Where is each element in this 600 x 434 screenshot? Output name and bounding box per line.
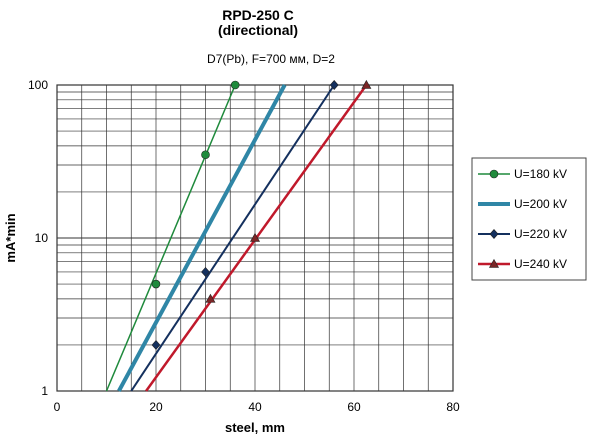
series-3: [130, 80, 339, 392]
series-line: [117, 84, 287, 392]
data-point: [151, 279, 161, 289]
x-tick-label: 40: [248, 400, 262, 414]
grid: [57, 85, 453, 391]
data-point: [205, 293, 216, 303]
series-line: [130, 84, 336, 392]
y-axis-label: mA*min: [3, 213, 18, 262]
legend-entry-4: U=240 kV: [478, 257, 567, 271]
x-tick-label: 0: [54, 400, 61, 414]
legend-entry-1: U=180 kV: [478, 167, 567, 181]
legend-label: U=200 kV: [514, 197, 567, 211]
legend-entry-2: U=200 kV: [478, 197, 567, 211]
legend-box: [471, 157, 587, 281]
series-4: [145, 79, 372, 392]
y-tick-label: 100: [28, 78, 48, 92]
series-layer: [105, 79, 372, 392]
chart-subtitle: D7(Pb), F=700 мм, D=2: [207, 52, 335, 66]
data-point: [249, 232, 261, 242]
series-line: [105, 84, 236, 392]
x-tick-label: 60: [347, 400, 361, 414]
legend-label: U=180 kV: [514, 167, 567, 181]
x-tick-label: 80: [446, 400, 460, 414]
chart-title: RPD-250 C: [222, 7, 294, 23]
legend-marker: [488, 258, 500, 268]
y-tick-label: 1: [41, 384, 48, 398]
legend-entry-3: U=220 kV: [478, 227, 567, 241]
series-1: [105, 80, 240, 392]
legend-marker: [489, 229, 499, 239]
legend-marker: [489, 169, 499, 179]
data-point: [151, 339, 161, 350]
x-axis-label: steel, mm: [225, 420, 285, 434]
x-tick-label: 20: [149, 400, 163, 414]
x-tick-labels: 0 20 40 60 80: [54, 400, 460, 414]
chart-title-line2: (directional): [218, 22, 298, 38]
data-point: [201, 150, 210, 160]
data-point: [361, 79, 372, 89]
data-point: [201, 266, 210, 277]
y-tick-labels: 1 10 100: [28, 78, 48, 398]
data-point: [329, 80, 339, 90]
series-2: [117, 84, 287, 392]
legend: U=180 kV U=200 kV U=220 kV U=240 kV: [478, 167, 567, 271]
y-tick-label: 10: [35, 231, 49, 245]
legend-label: U=220 kV: [514, 227, 567, 241]
legend-label: U=240 kV: [514, 257, 567, 271]
plot-frame: [56, 84, 454, 392]
data-point: [230, 80, 240, 90]
